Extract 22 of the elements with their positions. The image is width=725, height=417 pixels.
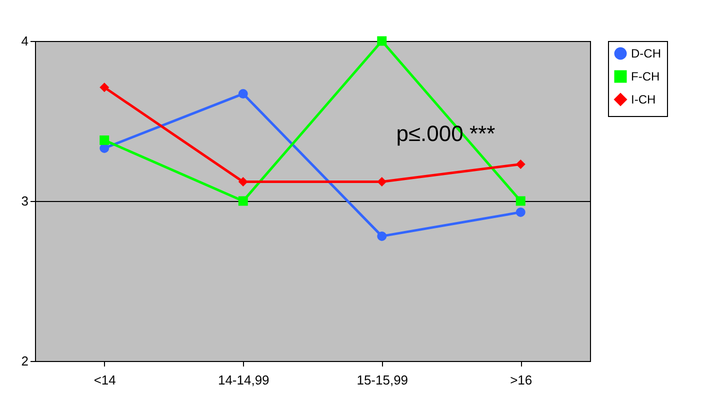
y-tick-label: 4 bbox=[21, 34, 28, 48]
point bbox=[377, 36, 387, 46]
point bbox=[100, 135, 110, 145]
point bbox=[100, 82, 110, 92]
legend-label: F-CH bbox=[631, 70, 660, 84]
x-tick-label: <14 bbox=[94, 372, 116, 388]
point bbox=[516, 207, 526, 217]
y-tick-label: 3 bbox=[21, 194, 28, 208]
x-tick-label: 14-14,99 bbox=[218, 372, 270, 388]
point bbox=[516, 159, 526, 169]
point bbox=[516, 196, 526, 206]
x-tick-label: 15-15,99 bbox=[356, 372, 408, 388]
point bbox=[238, 177, 248, 187]
y-tick-label: 2 bbox=[21, 354, 28, 368]
annotation: p≤.000 *** bbox=[396, 120, 496, 146]
point bbox=[377, 231, 387, 241]
legend-label: I-CH bbox=[631, 92, 656, 106]
point bbox=[238, 89, 248, 99]
point bbox=[377, 177, 387, 187]
point bbox=[238, 196, 248, 206]
legend-label: D-CH bbox=[631, 46, 661, 60]
x-tick-label: >16 bbox=[510, 372, 532, 388]
